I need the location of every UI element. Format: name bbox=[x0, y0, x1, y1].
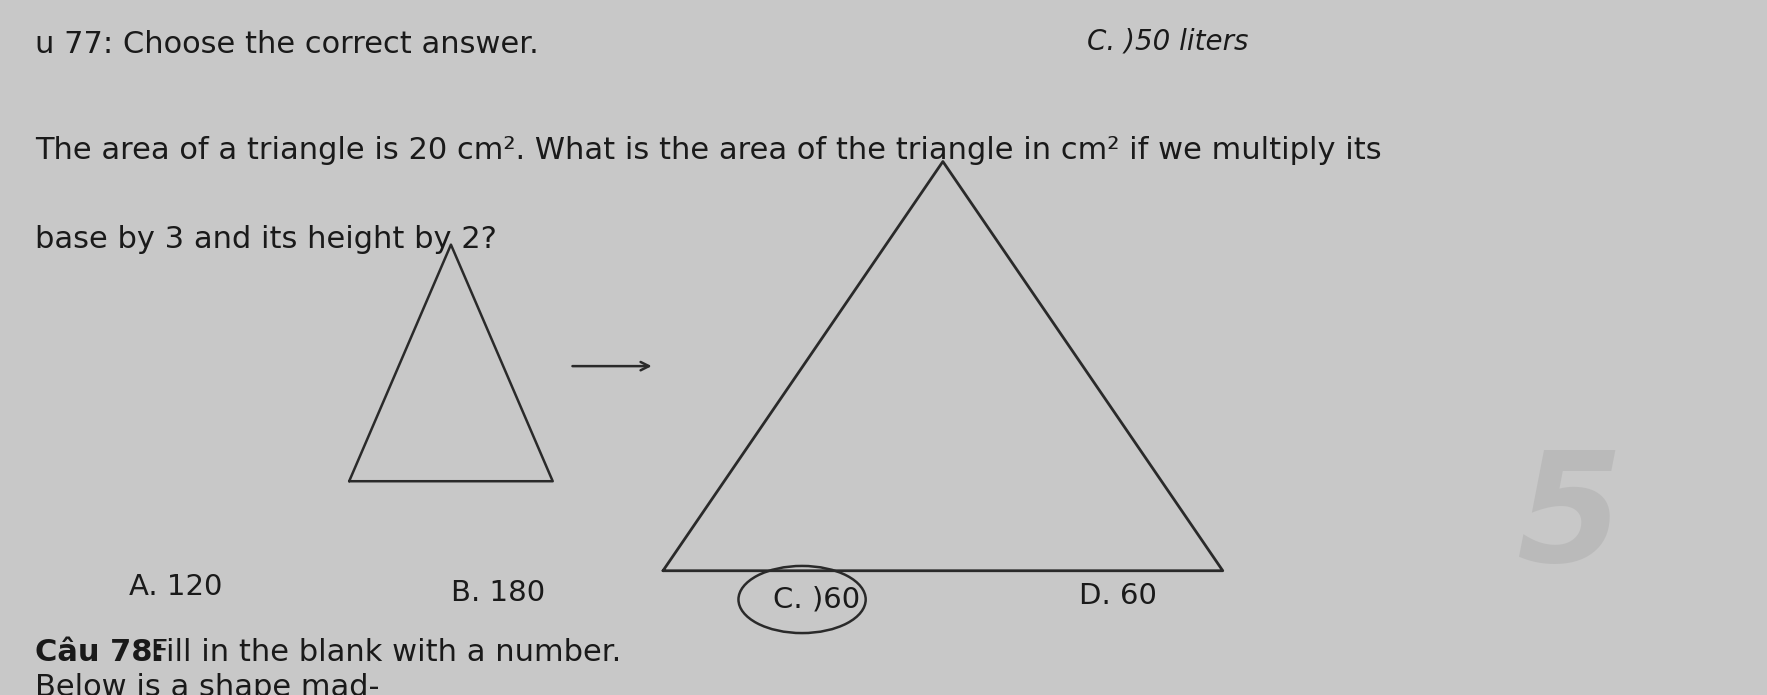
Text: D. 60: D. 60 bbox=[1078, 582, 1156, 610]
Text: C. )50 liters: C. )50 liters bbox=[1087, 27, 1249, 55]
Text: The area of a triangle is 20 cm². What is the area of the triangle in cm² if we : The area of a triangle is 20 cm². What i… bbox=[35, 136, 1382, 165]
Text: A. 120: A. 120 bbox=[129, 573, 223, 600]
Text: base by 3 and its height by 2?: base by 3 and its height by 2? bbox=[35, 225, 497, 254]
Text: B. 180: B. 180 bbox=[451, 579, 544, 607]
Text: Câu 78:: Câu 78: bbox=[35, 638, 164, 667]
Text: Below is a shape mad-: Below is a shape mad- bbox=[35, 673, 380, 695]
Text: Fill in the blank with a number.: Fill in the blank with a number. bbox=[141, 638, 620, 667]
Text: u 77: Choose the correct answer.: u 77: Choose the correct answer. bbox=[35, 31, 539, 60]
Text: C. )60: C. )60 bbox=[774, 585, 861, 614]
Text: 5: 5 bbox=[1518, 445, 1624, 594]
